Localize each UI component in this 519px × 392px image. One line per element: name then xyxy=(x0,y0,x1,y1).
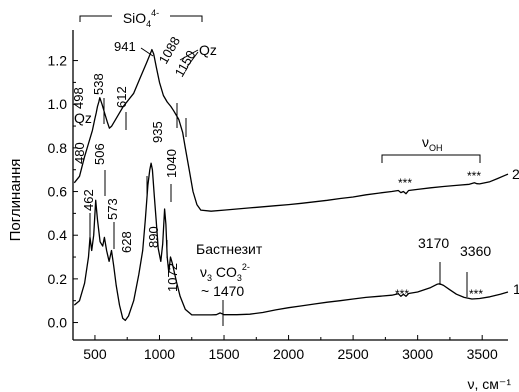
peak-label-612: 612 xyxy=(114,86,129,108)
x-tick-label: 1000 xyxy=(144,346,175,362)
co3-main: CO xyxy=(212,264,237,280)
series-layer xyxy=(73,48,509,322)
curve-label-1: 1 xyxy=(513,281,519,297)
x-tick-label: 1500 xyxy=(208,346,239,362)
co3-nu-sub: 3 xyxy=(207,273,212,283)
bastnesite-label: Бастнезит xyxy=(196,241,263,257)
peak-arrow-941 xyxy=(140,47,154,57)
y-tick-label: 0.4 xyxy=(48,227,68,243)
sio4-label-sub: 4 xyxy=(146,19,151,29)
series-line-1 xyxy=(73,162,509,322)
y-tick-label: 1.2 xyxy=(48,53,68,69)
series-line-2 xyxy=(73,48,509,212)
plot-frame xyxy=(72,30,508,341)
qz-leader-1088 xyxy=(179,49,199,61)
oh-peak-labels: 3170 3360 xyxy=(418,235,491,297)
sio4-group-annotation: SiO44- xyxy=(79,8,203,29)
qz-leader-1150 xyxy=(186,51,199,68)
peak-label-1072: 1072 xyxy=(165,263,180,292)
curve-label-2: 2 xyxy=(512,166,519,182)
x-ticks: 500 1000 1500 2000 2500 3000 3500 xyxy=(83,335,498,362)
sio4-label-sup: 4- xyxy=(151,8,159,18)
qz-label-right: Qz xyxy=(199,42,217,58)
co3-value: ~ 1470 xyxy=(201,283,244,299)
voh-bracket xyxy=(381,154,481,163)
peak-label-3170: 3170 xyxy=(418,235,449,251)
peak-label-3360: 3360 xyxy=(460,243,491,259)
peak-label-935: 935 xyxy=(150,121,165,143)
y-axis-title: Поглинання xyxy=(7,159,24,242)
x-axis-title: ν, см⁻¹ xyxy=(468,376,512,392)
y-ticks: 0.0 0.2 0.4 0.6 0.8 1.0 1.2 xyxy=(48,53,78,331)
qz-label-left: Qz xyxy=(74,110,92,126)
peak-labels-bottom: 506 462 573 628 890 1040 1072 xyxy=(81,143,180,292)
x-tick-label: 2000 xyxy=(273,346,304,362)
peak-label-498: 498 xyxy=(71,87,86,109)
sio4-label: SiO44- xyxy=(123,8,159,29)
co3-label: ν3 CO32- xyxy=(200,262,250,283)
x-tick-label: 3000 xyxy=(402,346,433,362)
stars-1-left: *** xyxy=(395,287,409,301)
bastnesite-annotation: Бастнезит ν3 CO32- ~ 1470 xyxy=(196,241,263,326)
y-tick-label: 0.2 xyxy=(48,271,68,287)
water-band-markers: *** *** *** *** xyxy=(395,169,483,301)
stars-2-left: *** xyxy=(398,176,412,190)
y-tick-label: 0.6 xyxy=(48,184,68,200)
peak-label-480: 480 xyxy=(72,142,87,164)
peak-label-628: 628 xyxy=(119,231,134,253)
x-tick-label: 500 xyxy=(83,346,107,362)
stars-2-right: *** xyxy=(467,169,481,183)
peak-label-1040: 1040 xyxy=(164,149,179,178)
y-tick-label: 0.0 xyxy=(48,315,68,331)
peak-label-462: 462 xyxy=(81,189,96,211)
peak-label-941: 941 xyxy=(114,39,136,54)
stars-1-right: *** xyxy=(469,287,483,301)
y-tick-label: 1.0 xyxy=(48,96,68,112)
x-tick-label: 3500 xyxy=(467,346,498,362)
x-tick-label: 2500 xyxy=(338,346,369,362)
sio4-label-background xyxy=(112,8,170,26)
peak-labels-top: 941 1088 1150 Qz 498 538 612 935 480 Qz xyxy=(71,34,217,164)
voh-nu: ν xyxy=(422,134,429,150)
y-tick-label: 0.8 xyxy=(48,140,68,156)
co3-sub: 3 xyxy=(237,273,242,283)
peak-label-890: 890 xyxy=(146,226,161,248)
peak-label-573: 573 xyxy=(105,198,120,220)
co3-sup: 2- xyxy=(242,262,250,272)
voh-annotation: νOH xyxy=(381,134,481,163)
sio4-label-main: SiO xyxy=(123,10,146,26)
peak-label-538: 538 xyxy=(91,73,106,95)
voh-sub: OH xyxy=(429,143,443,153)
peak-label-506: 506 xyxy=(92,143,107,165)
voh-label: νOH xyxy=(422,134,443,153)
co3-nu: ν xyxy=(200,264,207,280)
